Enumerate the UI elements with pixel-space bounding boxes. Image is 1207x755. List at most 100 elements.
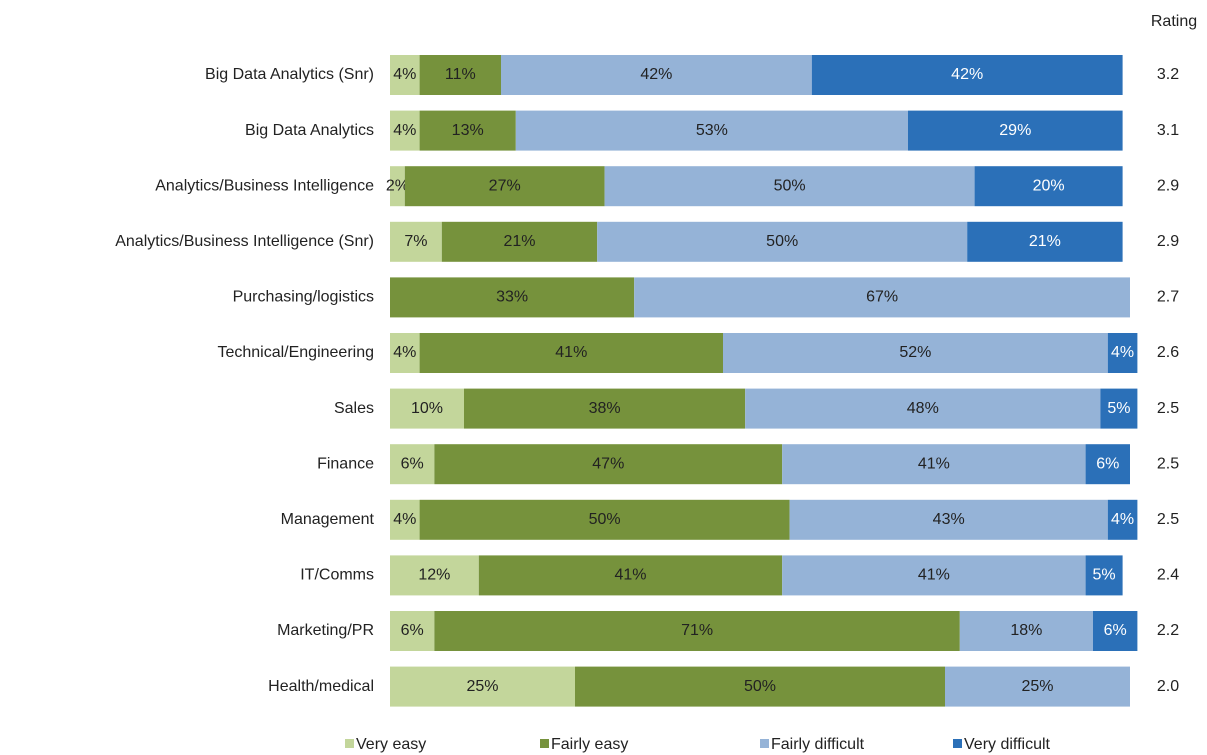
bar-segment — [501, 55, 812, 95]
data-label: 53% — [696, 122, 728, 139]
bar-segment — [419, 110, 516, 151]
data-label: 38% — [589, 400, 621, 417]
bar-segment — [1085, 444, 1130, 485]
category-label: Analytics/Business Intelligence — [155, 177, 374, 194]
bar-segment — [1085, 555, 1123, 596]
legend-label: Fairly difficult — [771, 736, 865, 753]
bar-segment — [1107, 333, 1138, 373]
data-label: 21% — [503, 233, 535, 250]
category-label: Purchasing/logistics — [233, 289, 374, 306]
data-label: 5% — [1107, 400, 1130, 417]
category-label: Finance — [317, 455, 374, 472]
data-label: 4% — [1111, 344, 1134, 361]
rating-label: 2.5 — [1157, 511, 1179, 528]
data-label: 33% — [496, 289, 528, 306]
legend-swatch — [540, 739, 549, 748]
bar-segment — [974, 166, 1123, 207]
rating-label: 3.1 — [1157, 122, 1179, 139]
bar-segment — [390, 388, 464, 429]
data-label: 47% — [592, 455, 624, 472]
data-label: 42% — [640, 66, 672, 83]
rating-label: 2.9 — [1157, 233, 1179, 250]
data-label: 50% — [589, 511, 621, 528]
data-label: 4% — [393, 344, 416, 361]
data-label: 25% — [466, 678, 498, 695]
data-label: 52% — [899, 344, 931, 361]
rating-label: 2.5 — [1157, 400, 1179, 417]
category-label: Marketing/PR — [277, 622, 374, 639]
data-label: 4% — [393, 122, 416, 139]
data-label: 6% — [1104, 622, 1127, 639]
data-label: 18% — [1010, 622, 1042, 639]
bar-segment — [1107, 499, 1138, 540]
category-label: Management — [281, 511, 375, 528]
category-label: Big Data Analytics (Snr) — [205, 66, 374, 83]
category-label: IT/Comms — [300, 567, 374, 584]
bar-segment — [434, 611, 960, 651]
category-label: Big Data Analytics — [245, 122, 374, 139]
bar-segment — [390, 166, 405, 207]
data-label: 5% — [1093, 567, 1116, 584]
bar-segment — [811, 55, 1123, 95]
data-label: 43% — [933, 511, 965, 528]
bar-segment — [604, 166, 975, 207]
data-label: 12% — [418, 567, 450, 584]
bar-segment — [419, 333, 723, 373]
bar-segment — [404, 166, 605, 207]
bar-segment — [390, 55, 420, 95]
bar-segment — [575, 666, 945, 707]
bar-segment — [390, 444, 435, 485]
data-label: 13% — [452, 122, 484, 139]
bar-segment — [478, 555, 783, 596]
legend-label: Very easy — [356, 736, 426, 753]
bar-segment — [959, 611, 1093, 651]
data-label: 10% — [411, 400, 443, 417]
data-label: 42% — [951, 66, 983, 83]
bar-segment — [390, 611, 435, 651]
rating-label: 2.2 — [1157, 622, 1179, 639]
bar-segment — [441, 221, 598, 262]
legend-swatch — [953, 739, 962, 748]
bar-segment — [967, 221, 1123, 262]
category-label: Health/medical — [268, 678, 374, 695]
data-label: 6% — [1096, 455, 1119, 472]
bar-segment — [390, 110, 420, 151]
bar-segment — [1100, 388, 1138, 429]
rating-label: 3.2 — [1157, 66, 1179, 83]
bar-segment — [782, 555, 1086, 596]
bar-segment — [515, 110, 908, 151]
data-label: 50% — [744, 678, 776, 695]
bar-segment — [390, 555, 479, 596]
data-label: 29% — [999, 122, 1031, 139]
bar-segment — [782, 444, 1086, 485]
data-label: 2% — [386, 177, 409, 194]
legend-label: Very difficult — [964, 736, 1051, 753]
category-label: Analytics/Business Intelligence (Snr) — [115, 233, 374, 250]
bar-segment — [945, 666, 1130, 707]
data-label: 48% — [907, 400, 939, 417]
rating-label: 2.6 — [1157, 344, 1179, 361]
rating-label: 2.5 — [1157, 455, 1179, 472]
bar-segment — [597, 221, 968, 262]
data-label: 67% — [866, 289, 898, 306]
data-label: 4% — [393, 66, 416, 83]
bar-segment — [789, 499, 1108, 540]
data-label: 21% — [1029, 233, 1061, 250]
bar-segment — [390, 666, 575, 707]
bar-segment — [464, 388, 746, 429]
bar-segment — [723, 333, 1108, 373]
category-label: Sales — [334, 400, 374, 417]
data-label: 25% — [1021, 678, 1053, 695]
category-label: Technical/Engineering — [217, 344, 374, 361]
bar-segment — [390, 499, 420, 540]
data-label: 11% — [445, 66, 476, 83]
bar-segment — [908, 110, 1123, 151]
bar-segment — [634, 277, 1130, 318]
rating-label: 2.9 — [1157, 177, 1179, 194]
bar-segment — [434, 444, 783, 485]
bar-segment — [419, 499, 790, 540]
bar-segment — [745, 388, 1101, 429]
data-label: 4% — [1111, 511, 1134, 528]
data-label: 41% — [555, 344, 587, 361]
